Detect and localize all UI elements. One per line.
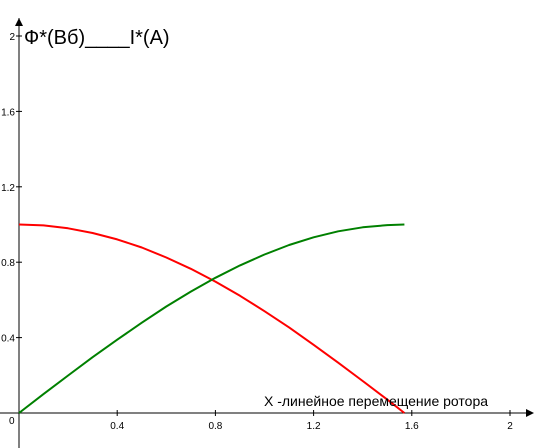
y-tick-label: 0.8 [1,258,15,269]
x-axis-arrow [526,409,534,417]
y-tick-label: 1.2 [1,183,15,194]
origin-label: 0 [9,416,15,427]
series-line-green [18,223,405,414]
chart-title: Ф*(Вб)____I*(A) [24,27,170,49]
x-tick-label: 1.2 [307,421,321,432]
series [18,223,406,414]
x-axis-label: Х -линейное перемещение ротора [264,393,488,409]
y-tick-label: 0.4 [1,334,15,345]
x-tick-label: 2 [507,421,513,432]
x-tick-label: 1.6 [405,421,419,432]
y-tick-label: 2 [9,32,15,43]
y-axis-arrow [15,18,23,26]
y-tick-label: 1.6 [1,107,15,118]
x-tick-label: 0.8 [208,421,222,432]
x-tick-label: 0.4 [110,421,124,432]
ticks: 0.4 0.8 1.2 1.6 2 0.4 0.8 1.2 1.6 2 [1,32,513,432]
axes [0,18,534,448]
series-line-red [18,223,406,414]
